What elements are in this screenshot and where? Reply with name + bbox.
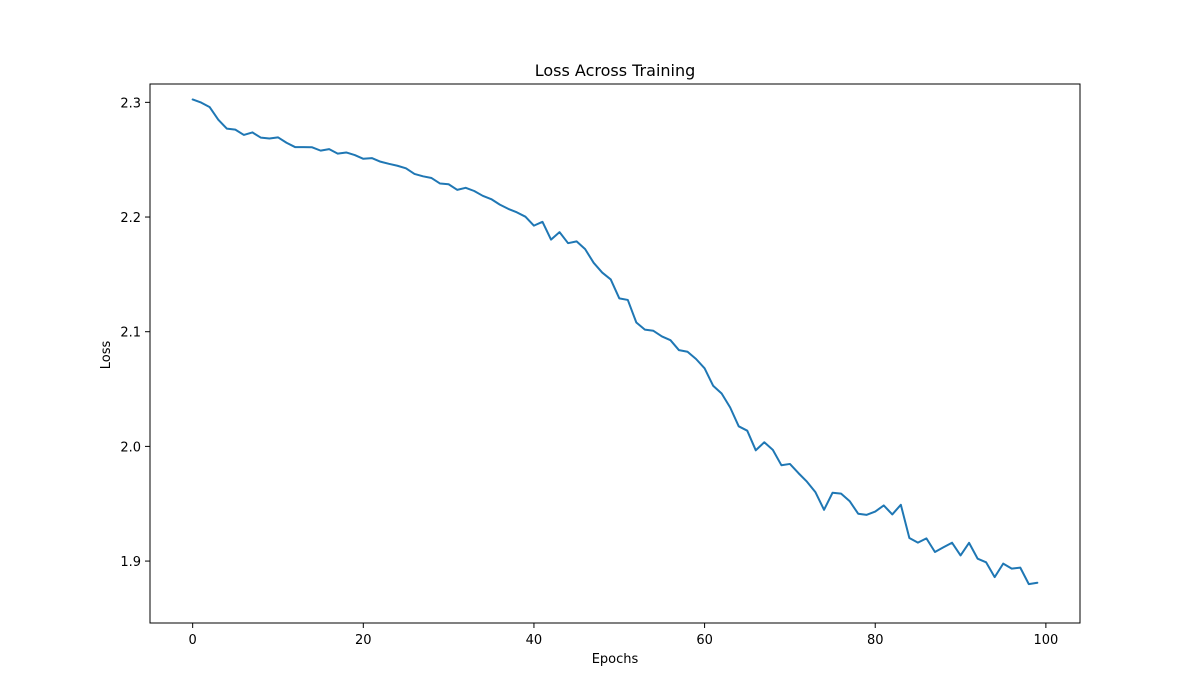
- x-tick-label: 40: [526, 633, 543, 648]
- y-tick-label: 2.1: [120, 326, 141, 341]
- series-layer: [191, 98, 1039, 586]
- chart-title: Loss Across Training: [535, 61, 696, 80]
- plot-area-frame: [149, 83, 1081, 624]
- x-tick-label: 20: [355, 633, 372, 648]
- y-axis-label: Loss: [99, 341, 114, 370]
- x-tick-label: 0: [189, 633, 197, 648]
- y-tick-label: 2.3: [120, 96, 141, 111]
- y-tick-label: 1.9: [120, 555, 141, 570]
- loss-series-line: [191, 98, 1039, 586]
- x-axis-label: Epochs: [592, 652, 639, 667]
- y-tick-label: 2.0: [120, 440, 141, 455]
- x-axis-ticks: 0 20 40 60 80 100: [189, 623, 1058, 648]
- x-tick-label: 80: [867, 633, 884, 648]
- y-tick-label: 2.2: [120, 211, 141, 226]
- x-tick-label: 100: [1033, 633, 1058, 648]
- x-tick-label: 60: [696, 633, 713, 648]
- y-axis-ticks: 1.9 2.0 2.1 2.2 2.3: [120, 96, 150, 570]
